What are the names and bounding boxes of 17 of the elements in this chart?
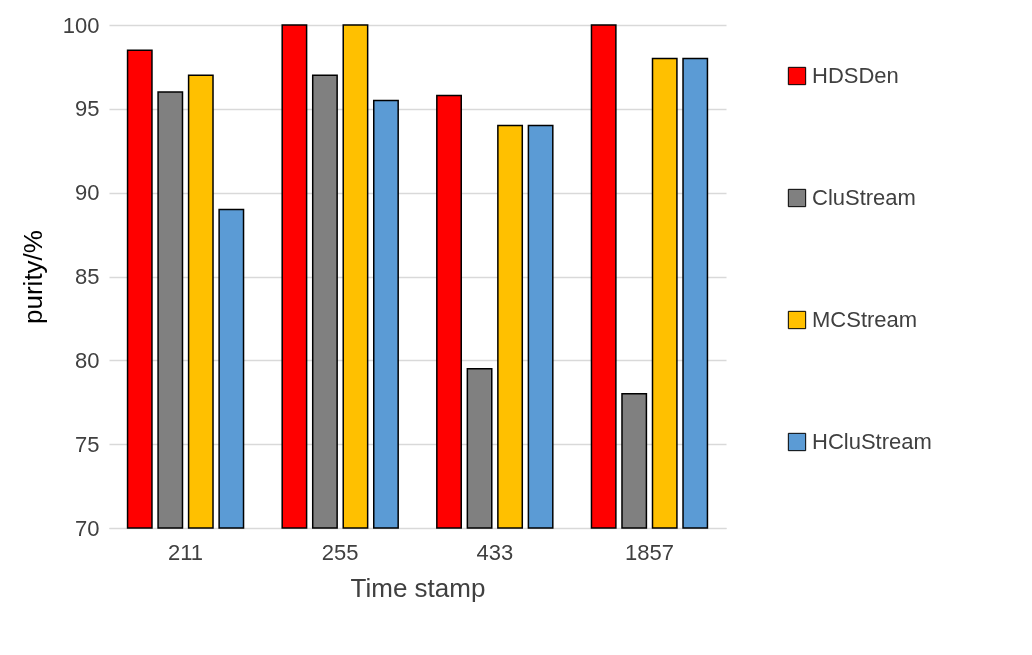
x-axis-title: Time stamp (350, 572, 486, 603)
y-tick-label: 80 (75, 347, 100, 373)
y-tick-label: 100 (62, 12, 100, 38)
y-axis-title: purity/% (17, 230, 48, 324)
x-tick-label: 211 (168, 539, 204, 565)
y-tick-label: 90 (75, 180, 100, 206)
y-tick-label: 70 (75, 515, 100, 541)
x-tick-label: 1857 (624, 539, 674, 565)
legend-label: HCluStream (812, 429, 932, 454)
y-tick-label: 95 (75, 96, 100, 122)
legend-label: MCStream (812, 307, 918, 332)
y-tick-label: 75 (75, 431, 100, 457)
legend-label: HDSDen (812, 63, 899, 88)
x-tick-label: 255 (321, 539, 359, 565)
legend-label: CluStream (812, 185, 916, 210)
y-tick-label: 85 (75, 264, 100, 289)
x-tick-label: 433 (476, 539, 514, 565)
